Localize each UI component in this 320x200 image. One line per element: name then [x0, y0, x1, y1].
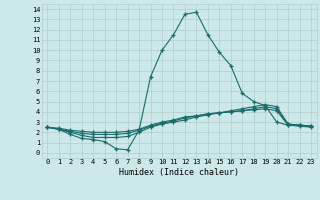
X-axis label: Humidex (Indice chaleur): Humidex (Indice chaleur)	[119, 168, 239, 177]
